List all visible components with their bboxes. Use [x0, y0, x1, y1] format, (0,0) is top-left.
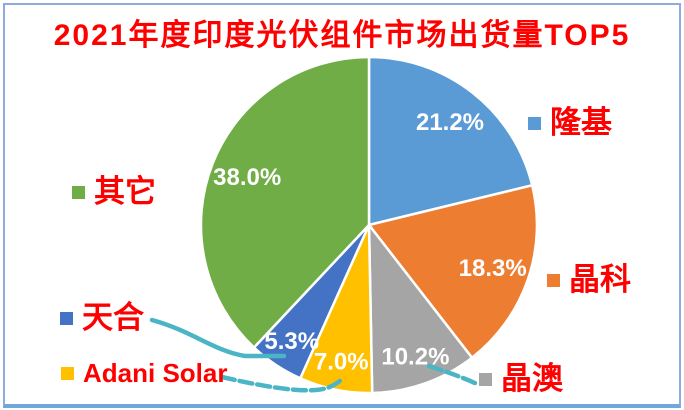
legend-label-jingao: 晶澳: [501, 361, 563, 396]
legend-label-jinko: 晶科: [569, 262, 631, 297]
annotation-connectors: [149, 317, 480, 393]
legend-swatch-tianhe: [60, 311, 73, 325]
legend-item-others: 其它: [72, 174, 156, 209]
legend-label-adani: Adani Solar: [83, 358, 228, 388]
connector-adani: [219, 374, 346, 393]
legend-swatch-others: [72, 185, 85, 199]
connector-jingao: [426, 363, 480, 387]
connector-tianhe: [149, 317, 287, 359]
pie-percent-label: 38.0%: [213, 164, 281, 191]
legend-item-longi: 隆基: [528, 105, 612, 140]
legend-label-tianhe: 天合: [82, 300, 144, 335]
pie-slice: [199, 55, 371, 349]
legend-swatch-longi: [528, 116, 541, 130]
legend-item-adani: Adani Solar: [61, 359, 227, 388]
pie-percent-label: 5.3%: [264, 328, 319, 355]
pie-percent-label: 10.2%: [381, 344, 449, 371]
legend-swatch-jingao: [479, 372, 492, 386]
pie-percent-label: 7.0%: [314, 349, 369, 376]
pie-slice: [367, 223, 474, 395]
legend-item-jinko: 晶科: [547, 262, 631, 297]
pie-percent-label: 21.2%: [416, 109, 484, 136]
chart-title: 2021年度印度光伏组件市场出货量TOP5: [53, 19, 631, 52]
pie-slice: [367, 184, 539, 359]
legend-label-others: 其它: [94, 174, 156, 209]
legend-item-jingao: 晶澳: [479, 361, 563, 396]
pie-slice: [367, 55, 534, 227]
pie-percent-label: 18.3%: [459, 255, 527, 282]
legend-swatch-jinko: [547, 273, 560, 287]
legend-swatch-adani: [61, 366, 74, 380]
legend-label-longi: 隆基: [550, 105, 612, 140]
legend-item-tianhe: 天合: [60, 300, 144, 335]
